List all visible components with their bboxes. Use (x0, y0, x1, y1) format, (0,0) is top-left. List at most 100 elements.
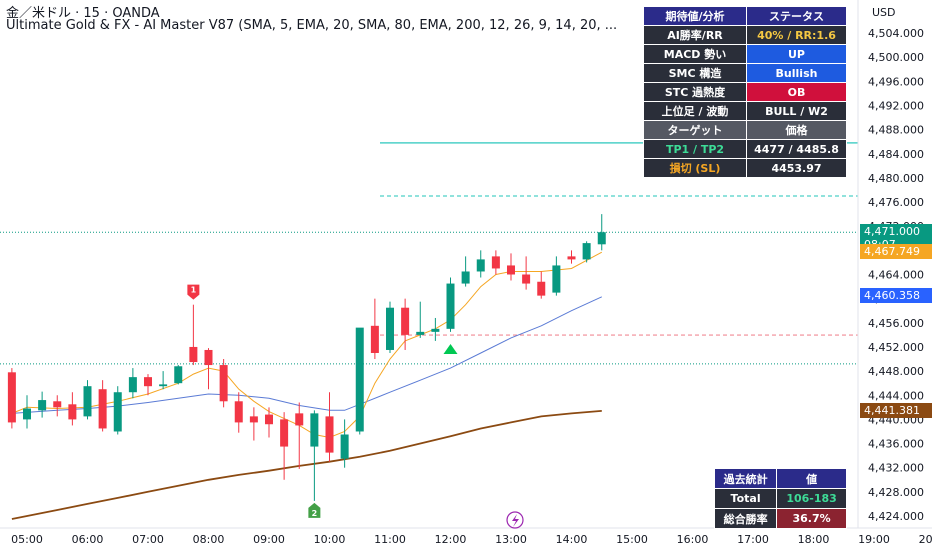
candle-body (265, 414, 273, 425)
table-row: 総合勝率 36.7% (713, 508, 847, 529)
candle-body (446, 283, 455, 329)
candles (7, 214, 606, 501)
table-row: 損切 (SL) 4453.97 (643, 158, 847, 178)
candle-body (537, 281, 546, 296)
y-tick-label: 4,448.000 (868, 365, 924, 378)
candle-down (219, 359, 228, 408)
x-tick-label: 09:00 (253, 533, 285, 546)
y-tick-label: 4,476.000 (868, 196, 924, 209)
candle-body (204, 349, 213, 366)
table-header-cell: 期待値/分析 (643, 6, 747, 26)
y-tick-label: 4,436.000 (868, 438, 924, 451)
candle-down (567, 250, 576, 264)
candle-up (461, 256, 470, 287)
price-axis-label: 4,460.358 (860, 288, 932, 304)
y-tick-label: 4,492.000 (868, 99, 924, 112)
y-tick-label: 4,452.000 (868, 341, 924, 354)
candle-down (249, 407, 258, 441)
y-tick-label: 4,464.000 (868, 269, 924, 282)
candle-body (552, 265, 561, 293)
candle-up (386, 301, 394, 353)
table-row: SMC 構造 Bullish (643, 63, 847, 83)
marker-label: 2 (312, 509, 318, 518)
candle-down (401, 298, 410, 350)
candle-body (68, 404, 77, 420)
x-tick-label: 10:00 (314, 533, 346, 546)
table-key-cell: 総合勝率 (713, 508, 778, 529)
candle-body (461, 271, 470, 284)
candle-up (355, 327, 364, 435)
table-row: MACD 勢い UP (643, 44, 847, 64)
y-tick-label: 4,456.000 (868, 317, 924, 330)
price-axis-label: 4,467.749 (860, 243, 932, 259)
candle-body (431, 328, 440, 332)
currency-label[interactable]: USD (872, 6, 896, 19)
candle-down (234, 392, 243, 433)
price-axis-label: 4,441.381 (860, 403, 932, 419)
x-tick-label: 11:00 (374, 533, 406, 546)
indicator-title[interactable]: Ultimate Gold & FX - AI Master V87 (SMA,… (6, 18, 618, 33)
y-tick-label: 4,504.000 (868, 27, 924, 40)
candle-down (280, 412, 289, 480)
x-tick-label: 13:00 (495, 533, 527, 546)
candle-up (431, 317, 440, 341)
candle-down (325, 392, 334, 462)
x-tick-label: 05:00 (11, 533, 43, 546)
candle-up (582, 241, 591, 263)
table-row: 上位足 / 波動 BULL / W2 (643, 101, 847, 121)
y-tick-label: 4,428.000 (868, 486, 924, 499)
candle-body (23, 408, 31, 420)
table-value-cell: UP (746, 44, 847, 64)
candle-body (582, 243, 591, 260)
candle-body (355, 327, 364, 432)
y-tick-label: 4,424.000 (868, 510, 924, 523)
table-key-cell: AI勝率/RR (643, 25, 747, 45)
candle-body (476, 259, 485, 272)
candle-body (416, 331, 425, 335)
table-header-row: 期待値/分析 ステータス (643, 6, 847, 26)
candle-body (144, 377, 152, 387)
buy-arrow-marker (443, 343, 458, 354)
table-key-cell: TP1 / TP2 (643, 139, 747, 159)
table-row: Total 106-183 (713, 488, 847, 509)
candle-down (144, 374, 152, 396)
candle-body (340, 434, 349, 459)
table-value-cell: 4477 / 4485.8 (746, 139, 847, 159)
candle-body (83, 386, 92, 417)
candle-up (597, 214, 606, 251)
candle-up (128, 368, 137, 399)
candle-down (265, 407, 273, 438)
price-label-value: 4,471.000 (864, 225, 920, 239)
table-value-cell: 4453.97 (746, 158, 847, 178)
lightning-icon (512, 514, 519, 527)
candle-up (38, 391, 47, 418)
table-value-cell: 価格 (746, 120, 847, 140)
candle-body (159, 384, 168, 387)
candle-down (370, 298, 379, 360)
candle-body (522, 274, 531, 284)
candle-body (507, 265, 515, 275)
y-tick-label: 4,500.000 (868, 51, 924, 64)
x-tick-label: 16:00 (677, 533, 709, 546)
table-header-row: 過去統計値 (713, 468, 847, 489)
x-tick-label: 20:00 (919, 533, 932, 546)
price-label-value: 4,467.749 (864, 244, 920, 258)
x-tick-label: 06:00 (72, 533, 104, 546)
candle-down (189, 304, 198, 366)
table-key-cell: MACD 勢い (643, 44, 747, 64)
candle-body (38, 400, 47, 411)
candle-body (295, 413, 304, 426)
table-header-cell: 過去統計 (713, 468, 778, 489)
table-row: STC 過熱度 OB (643, 82, 847, 102)
x-tick-label: 17:00 (737, 533, 769, 546)
table-key-cell: Total (713, 488, 778, 509)
x-tick-label: 12:00 (435, 533, 467, 546)
candle-up (340, 419, 349, 468)
table-row: AI勝率/RR 40% / RR:1.6 (643, 25, 847, 45)
candle-down (7, 368, 16, 429)
symbol-title[interactable]: 金／米ドル · 15 · OANDA (6, 6, 160, 21)
candle-down (53, 395, 62, 417)
stats-table: 過去統計値 Total 106-183 総合勝率 36.7% (713, 468, 847, 529)
candle-up (476, 250, 485, 278)
table-value-cell: 106-183 (776, 488, 847, 509)
